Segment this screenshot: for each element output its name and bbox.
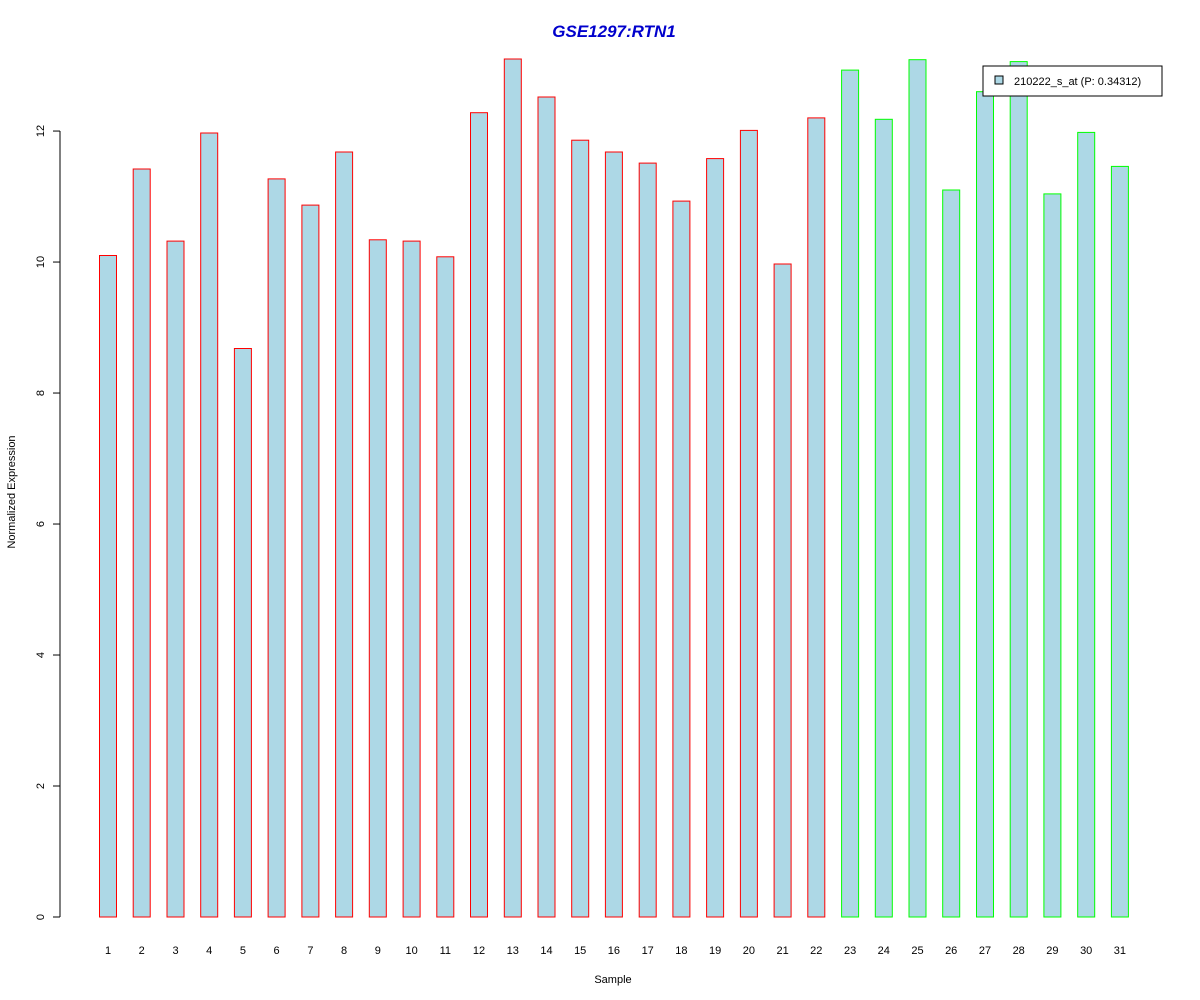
x-tick-label: 6 [274,945,280,957]
bar-sample-28 [1009,61,1028,918]
bar-sample-21 [773,263,792,918]
bar-sample-15 [571,139,590,918]
x-tick-label: 8 [341,945,347,957]
bar-sample-10 [402,240,421,918]
bar-sample-8 [335,151,354,918]
x-tick-label: 7 [307,945,313,957]
bar-sample-6 [267,178,286,918]
bar-sample-16 [604,151,623,918]
y-axis: 0 2 4 6 8 10 12 [35,125,61,920]
bar-sample-17 [638,162,657,918]
y-tick-label: 2 [35,783,47,789]
bar-sample-1 [99,255,117,918]
bar-sample-27 [976,91,994,918]
bar-sample-29 [1043,193,1062,918]
x-tick-label: 15 [574,945,586,957]
legend-label: 210222_s_at (P: 0.34312) [1014,76,1141,88]
x-tick-label: 31 [1114,945,1126,957]
x-axis-label: Sample [594,974,631,986]
y-tick-label: 8 [35,390,47,396]
chart-title: GSE1297:RTN1 [552,22,675,41]
bar-sample-31 [1110,165,1129,918]
x-tick-label: 10 [405,945,417,957]
x-tick-label: 19 [709,945,721,957]
bar-sample-20 [739,129,758,918]
x-tick-label: 11 [440,945,451,957]
bar-sample-24 [874,118,893,918]
x-tick-label: 5 [240,945,246,957]
y-tick-label: 4 [35,652,47,658]
x-tick-label: 14 [540,945,552,957]
bars-group [99,58,1129,918]
x-tick-label: 3 [172,945,178,957]
bar-sample-5 [233,348,252,918]
x-tick-label: 18 [675,945,687,957]
x-tick-label: 12 [473,945,485,957]
bar-sample-3 [166,240,185,918]
x-tick-label: 30 [1080,945,1092,957]
x-tick-label: 9 [375,945,381,957]
x-tick-label: 1 [105,945,111,957]
bar-sample-13 [503,58,522,918]
x-tick-label: 26 [945,945,957,957]
y-tick-label: 0 [35,914,47,920]
x-tick-label: 27 [979,945,991,957]
bar-sample-18 [672,200,691,918]
x-tick-label: 28 [1013,945,1025,957]
bar-sample-11 [436,256,455,918]
x-tick-label: 20 [743,945,755,957]
x-tick-label: 22 [810,945,822,957]
bar-sample-4 [200,132,219,918]
x-tick-label: 23 [844,945,856,957]
y-tick-label: 10 [35,256,47,268]
bar-sample-9 [368,239,387,918]
bar-sample-12 [470,112,488,918]
x-tick-label: 4 [206,945,212,957]
bar-sample-19 [706,158,725,918]
legend: 210222_s_at (P: 0.34312) [982,65,1163,97]
x-tick-label: 24 [878,945,890,957]
x-tick-label: 29 [1046,945,1058,957]
bar-sample-22 [807,117,826,918]
bar-sample-14 [537,96,556,918]
x-tick-label: 21 [776,945,788,957]
x-tick-label: 2 [139,945,145,957]
legend-box [982,65,1163,97]
bar-sample-23 [841,69,860,918]
bar-sample-26 [942,189,961,918]
bar-sample-2 [132,168,151,918]
x-tick-label: 25 [911,945,923,957]
x-tick-label: 16 [608,945,620,957]
bar-sample-7 [301,204,320,918]
legend-swatch [994,75,1004,85]
y-tick-label: 12 [35,125,47,137]
x-tick-label: 17 [642,945,654,957]
y-tick-label: 6 [35,521,47,527]
bar-sample-30 [1077,131,1096,918]
y-axis-label: Normalized Expression [6,435,18,548]
bar-sample-25 [908,59,927,918]
x-tick-label: 13 [507,945,519,957]
x-tick-labels: 1 2 3 4 5 6 7 8 9 10 11 12 13 14 15 16 17 18 19 20 21 22 23 24 2… [105,945,1126,957]
